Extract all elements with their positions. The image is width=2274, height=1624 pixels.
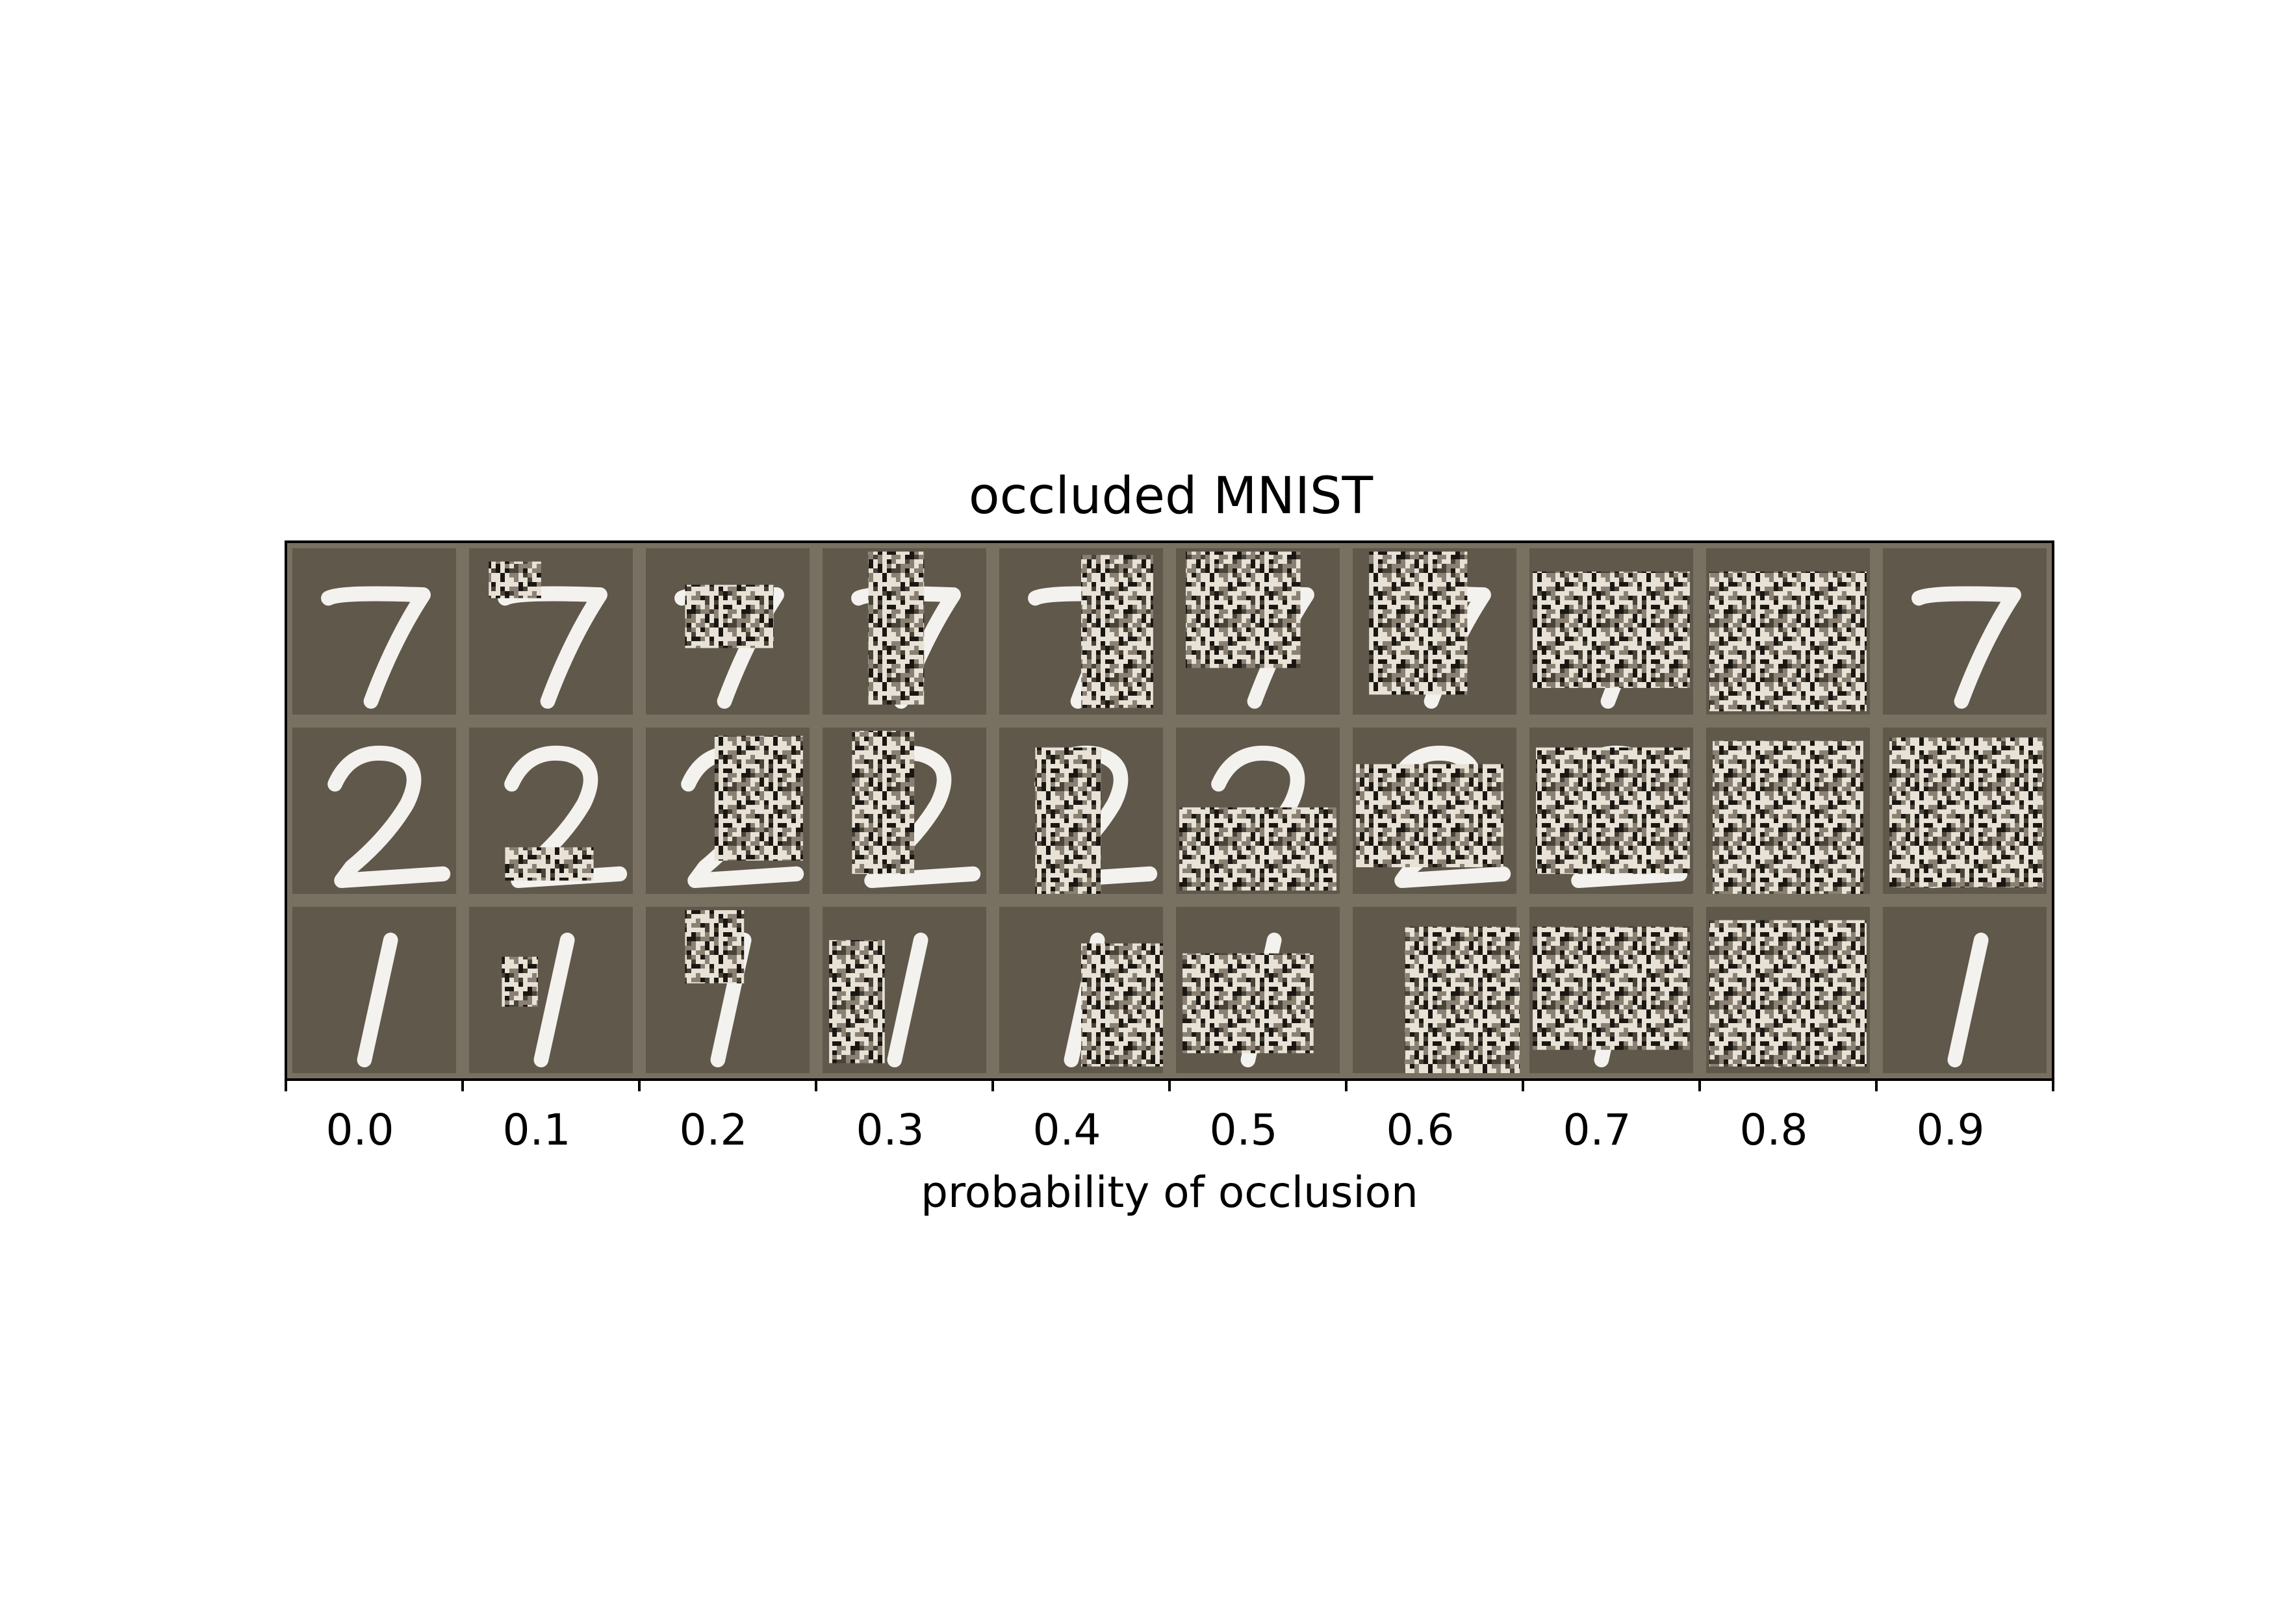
occlusion-patch <box>685 910 745 983</box>
digit-stroke <box>327 745 451 889</box>
occlusion-patch <box>868 552 925 705</box>
x-tick-label: 0.2 <box>680 1105 748 1155</box>
image-cell <box>1529 728 1693 894</box>
image-cell <box>292 728 456 894</box>
image-cell <box>823 907 986 1073</box>
image-cell <box>1529 907 1693 1073</box>
image-cell <box>999 548 1163 715</box>
x-tick-label: 0.3 <box>856 1105 925 1155</box>
occlusion-patch <box>1369 552 1468 695</box>
image-cell <box>1883 548 2047 715</box>
image-cell <box>823 728 986 894</box>
image-grid <box>286 542 2053 1080</box>
image-cell <box>1706 907 1870 1073</box>
occlusion-patch <box>1035 747 1101 894</box>
x-tick-label: 0.7 <box>1563 1105 1631 1155</box>
image-cell <box>469 728 633 894</box>
occlusion-patch <box>1182 953 1314 1054</box>
image-cell <box>646 548 810 715</box>
digit-stroke <box>321 586 431 709</box>
image-cell <box>469 548 633 715</box>
occlusion-patch <box>505 847 594 881</box>
image-cell <box>1529 548 1693 715</box>
image-cell <box>1883 728 2047 894</box>
x-tick-label: 0.8 <box>1740 1105 1808 1155</box>
occlusion-patch <box>714 735 803 861</box>
image-cell <box>1706 548 1870 715</box>
digit-stroke <box>533 932 575 1068</box>
image-cell <box>999 728 1163 894</box>
occlusion-patch <box>829 940 885 1063</box>
x-axis-label: probability of occlusion <box>921 1167 1418 1217</box>
x-axis: 0.0 0.1 0.2 0.3 0.4 0.5 0.6 0.7 0.8 0.9 <box>285 1080 2054 1155</box>
x-tick-label: 0.5 <box>1210 1105 1278 1155</box>
image-cell <box>1176 728 1340 894</box>
occlusion-patch <box>685 585 774 648</box>
image-cell <box>1176 548 1340 715</box>
image-cell <box>646 907 810 1073</box>
digit-stroke <box>1911 586 2021 709</box>
x-tick-label: 0.9 <box>1917 1105 1985 1155</box>
x-tick-label: 0.4 <box>1033 1105 1101 1155</box>
digit-stroke <box>887 932 928 1068</box>
image-cell <box>823 548 986 715</box>
image-cell <box>999 907 1163 1073</box>
occlusion-patch <box>1405 926 1520 1073</box>
digit-stroke <box>1947 932 1989 1068</box>
occlusion-patch <box>1709 920 1867 1067</box>
occlusion-patch <box>1536 747 1690 874</box>
x-tick-label: 0.6 <box>1386 1105 1455 1155</box>
occlusion-patch <box>1533 926 1690 1050</box>
occlusion-patch <box>489 561 541 598</box>
image-cell <box>1353 907 1520 1073</box>
occlusion-patch <box>1081 555 1153 708</box>
image-cell <box>1706 728 1870 894</box>
x-tick-label: 0.1 <box>503 1105 571 1155</box>
occlusion-patch <box>1713 741 1863 894</box>
digit-stroke <box>357 932 398 1068</box>
image-cell <box>469 907 633 1073</box>
occlusion-patch <box>1709 571 1867 711</box>
image-cell <box>1883 907 2047 1073</box>
chart-title: occluded MNIST <box>969 467 1373 526</box>
occlusion-patch <box>1889 737 2043 887</box>
image-cell <box>1176 907 1340 1073</box>
x-tick-label: 0.0 <box>326 1105 394 1155</box>
occlusion-patch <box>1081 943 1163 1067</box>
occlusion-patch <box>502 956 538 1007</box>
occlusion-patch <box>1186 552 1301 668</box>
occlusion-patch <box>1533 571 1690 689</box>
image-cell <box>646 728 810 894</box>
image-cell <box>1353 548 1516 715</box>
image-cell <box>292 548 456 715</box>
image-cell <box>1353 728 1516 894</box>
occlusion-patch <box>1356 764 1503 868</box>
image-cell <box>292 907 456 1073</box>
occlusion-patch <box>852 731 915 874</box>
occlusion-patch <box>1179 807 1336 891</box>
